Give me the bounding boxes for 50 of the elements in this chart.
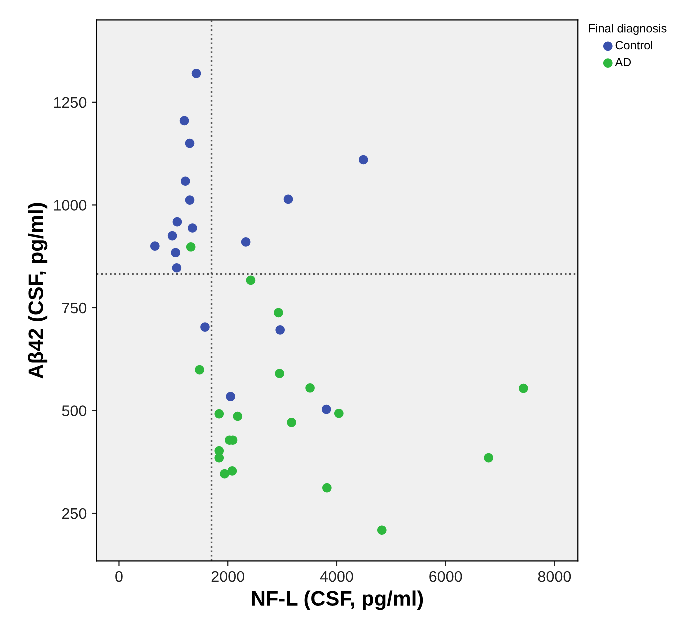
point (186, 242, 196, 252)
x-tick-label: 8000 (538, 571, 572, 582)
point (276, 326, 286, 335)
point (180, 176, 190, 186)
point (241, 238, 251, 247)
point (172, 263, 182, 273)
point (185, 196, 195, 205)
y-tick-label: 1000 (54, 200, 87, 211)
point (322, 483, 332, 493)
y-tick-label: 250 (62, 508, 87, 520)
x-tick-label: 2000 (212, 571, 244, 582)
point (228, 466, 238, 476)
y-axis-title: Aβ42 (CSF, pg/ml) (28, 203, 48, 379)
x-tick-label: 6000 (430, 571, 462, 582)
point (195, 365, 204, 375)
point (168, 231, 178, 241)
x-tick-label: 0 (116, 571, 123, 582)
point (322, 404, 332, 414)
point (150, 242, 160, 251)
point (287, 418, 296, 428)
point (192, 69, 202, 78)
point (233, 412, 243, 422)
point (214, 409, 224, 419)
point (274, 308, 284, 318)
point (180, 116, 190, 126)
y-tick-label: 750 (62, 302, 87, 314)
point (220, 469, 230, 479)
point (171, 248, 180, 258)
point (226, 392, 236, 402)
point (519, 384, 528, 394)
legend-label: AD (615, 58, 632, 66)
point (188, 224, 198, 233)
point (200, 322, 210, 332)
point (214, 453, 224, 463)
point (172, 217, 182, 227)
legend-label: Control (616, 40, 652, 50)
point (377, 526, 387, 536)
point (284, 194, 294, 204)
point (185, 138, 195, 148)
y-tick-label: 500 (62, 406, 87, 416)
x-tick-label: 4000 (320, 571, 354, 582)
point (246, 276, 256, 286)
point (358, 155, 368, 165)
point (306, 383, 315, 393)
point (334, 408, 344, 418)
x-axis-title: NF-L (CSF, pg/ml) (252, 590, 424, 610)
point (275, 369, 284, 378)
y-tick-label: 1250 (54, 97, 87, 108)
legend-title: Final diagnosis (589, 24, 667, 36)
point (484, 453, 494, 463)
